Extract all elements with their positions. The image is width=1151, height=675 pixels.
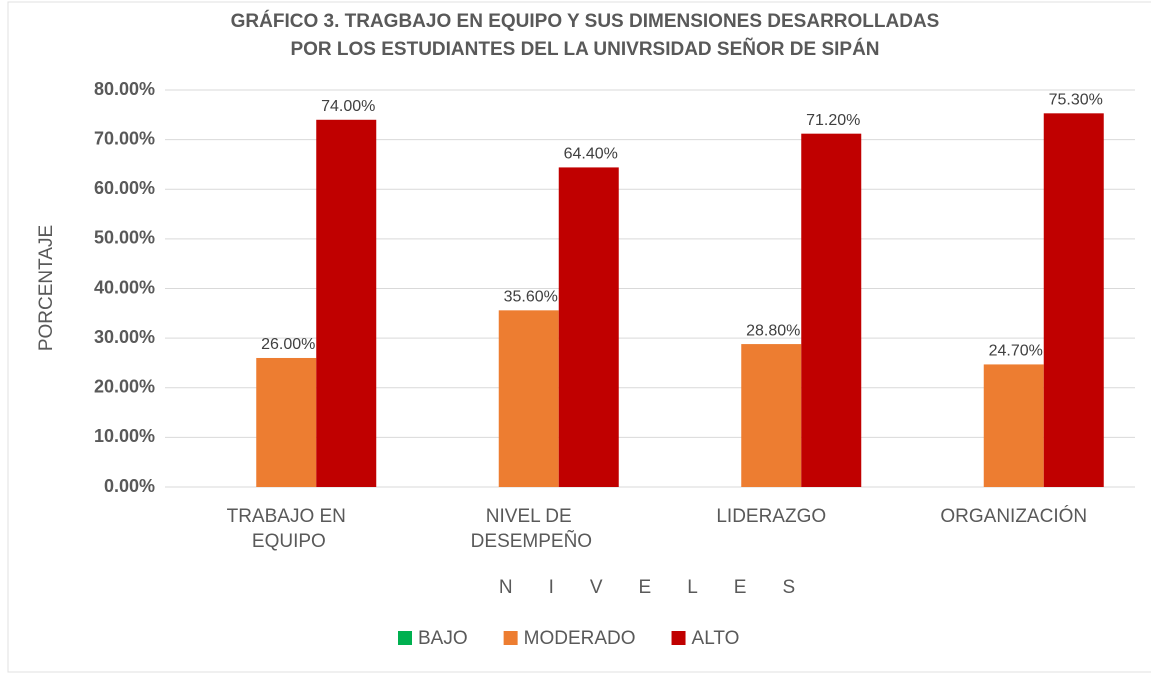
data-label: 24.70% [989, 343, 1043, 360]
data-label: 71.20% [806, 112, 860, 129]
y-tick-label: 60.00% [94, 178, 155, 198]
y-tick-label: 30.00% [94, 327, 155, 347]
y-tick-label: 80.00% [94, 79, 155, 99]
data-label: 26.00% [261, 336, 315, 353]
bar [801, 133, 862, 488]
legend-label: MODERADO [524, 628, 636, 649]
y-tick-label: 40.00% [94, 277, 155, 297]
bar [256, 357, 317, 487]
y-tick-label: 70.00% [94, 128, 155, 148]
y-axis-label: PORCENTAJE [36, 225, 57, 351]
bar [1043, 113, 1104, 487]
legend-swatch [398, 631, 412, 645]
y-tick-label: 10.00% [94, 426, 155, 446]
legend-label: BAJO [418, 628, 468, 649]
chart-title: POR LOS ESTUDIANTES DEL LA UNIVRSIDAD SE… [290, 38, 879, 60]
bar [741, 344, 802, 487]
legend-swatch [671, 631, 686, 645]
x-tick-label: TRABAJO EN EQUIPO [227, 506, 346, 552]
chart-title: GRÁFICO 3. TRAGBAJO EN EQUIPO Y SUS DIME… [231, 10, 940, 32]
y-tick-label: 50.00% [94, 228, 155, 248]
x-axis-label: NIVELES [499, 577, 831, 598]
data-label: 28.80% [746, 322, 800, 339]
data-label: 75.30% [1049, 92, 1103, 109]
chart-frame [7, 1, 1151, 673]
bar [983, 364, 1044, 487]
x-tick-label: ORGANIZACIÓN [940, 505, 1087, 527]
data-label: 74.00% [321, 98, 375, 115]
data-label: 35.60% [504, 289, 558, 306]
bar [558, 167, 619, 488]
bar [316, 119, 377, 488]
bar [498, 310, 559, 487]
legend-swatch [503, 631, 518, 645]
y-tick-label: 0.00% [104, 476, 155, 496]
x-tick-label: NIVEL DE DESEMPEÑO [465, 506, 592, 552]
x-tick-label: LIDERAZGO [716, 506, 826, 527]
legend-label: ALTO [692, 628, 740, 649]
y-tick-label: 20.00% [94, 377, 155, 397]
data-label: 64.40% [564, 146, 618, 163]
